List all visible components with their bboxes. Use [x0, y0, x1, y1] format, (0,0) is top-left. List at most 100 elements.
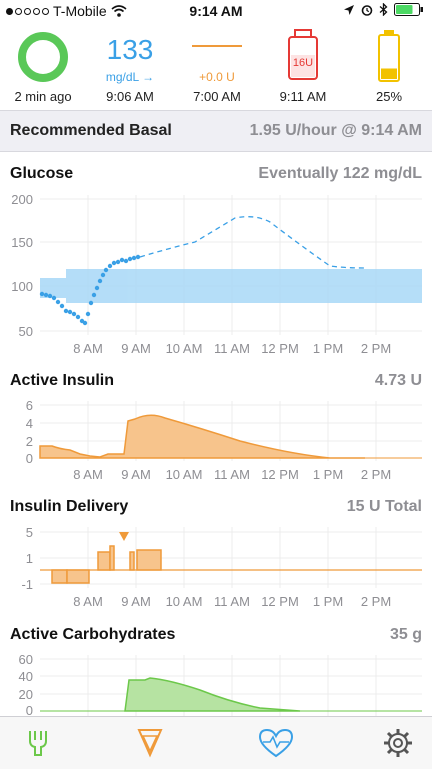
glucose-reading-point — [47, 293, 53, 299]
insulin-delivery-chart[interactable]: 5 1 -1 8 AM 9 AM 10 AM 11 AM 12 PM 1 PM … — [0, 522, 432, 612]
status-bar: T-Mobile 9:14 AM — [0, 0, 432, 22]
glucose-readings — [39, 254, 141, 326]
glucose-reading-point — [100, 272, 106, 278]
glucose-reading-point — [59, 303, 65, 309]
active-carbs-value: 35 g — [389, 626, 422, 643]
loop-last-run: 2 min ago — [14, 89, 72, 104]
glucose-eventual: Eventually 122 mg/dL — [258, 165, 422, 182]
battery-icon — [394, 3, 423, 16]
glucose-chart-title: Glucose — [10, 165, 74, 182]
tab-bar — [0, 716, 432, 769]
delivery-x-tick: 1 PM — [313, 594, 343, 609]
carrier-name: T-Mobile — [53, 3, 107, 19]
glucose-y-tick: 50 — [19, 324, 33, 339]
glucose-reading-point — [103, 267, 109, 273]
active-carbs-area — [124, 677, 301, 712]
glucose-prediction-line — [139, 216, 366, 269]
temp-basal-line-icon — [192, 45, 242, 47]
carrier-group: T-Mobile — [6, 3, 127, 19]
glucose-reading-point — [39, 291, 45, 297]
glucose-reading-point — [55, 299, 61, 305]
active-carbs-chart[interactable]: 60 40 20 0 — [0, 650, 432, 716]
pump-battery-icon — [378, 30, 400, 82]
carbs-y-tick: 60 — [19, 652, 33, 667]
glucose-reading-point — [111, 260, 117, 266]
glucose-reading-point — [67, 309, 73, 315]
glucose-reading-point — [51, 295, 57, 301]
glucose-current-value: 133 — [106, 34, 154, 65]
glucose-chart[interactable]: 200 150 100 50 8 AM 9 AM 10 AM 11 AM 12 … — [0, 190, 432, 360]
settings-gear-icon — [384, 729, 412, 757]
glucose-x-tick: 2 PM — [361, 341, 391, 356]
temp-basal-value: +0.0 U — [199, 70, 235, 84]
bolus-icon — [137, 729, 163, 758]
signal-strength-icon — [6, 7, 49, 15]
carbs-y-tick: 20 — [19, 687, 33, 702]
glucose-x-tick: 8 AM — [73, 341, 103, 356]
insulin-y-tick: 0 — [26, 451, 33, 466]
reservoir-hud[interactable]: 16U 9:11 AM — [260, 26, 346, 108]
glucose-y-tick: 200 — [11, 192, 33, 207]
glucose-x-tick: 11 AM — [214, 341, 250, 356]
glucose-reading-point — [75, 314, 81, 320]
recommended-basal-row[interactable]: Recommended Basal 1.95 U/hour @ 9:14 AM — [0, 110, 432, 152]
glucose-x-tick: 9 AM — [121, 341, 151, 356]
pump-battery-percent: 25% — [375, 89, 403, 104]
glucose-reading-point — [97, 278, 103, 284]
glucose-unit-trend: mg/dL → — [105, 70, 155, 84]
glucose-reading-time: 9:06 AM — [106, 89, 154, 104]
glucose-reading-point — [88, 300, 94, 306]
temp-basal-hud[interactable]: +0.0 U 7:00 AM — [174, 26, 260, 108]
glucose-reading-point — [131, 255, 137, 261]
active-carbs-title: Active Carbohydrates — [10, 626, 176, 643]
insulin-x-tick: 11 AM — [214, 467, 250, 482]
glucose-reading-point — [71, 311, 77, 317]
active-insulin-value: 4.73 U — [374, 372, 422, 389]
insulin-y-tick: 4 — [26, 416, 33, 431]
delivery-x-tick: 8 AM — [73, 594, 103, 609]
insulin-y-tick: 6 — [26, 398, 33, 413]
glucose-hud[interactable]: 133 mg/dL → 9:06 AM — [86, 26, 174, 108]
status-time: 9:14 AM — [189, 3, 243, 19]
tab-add-carbs[interactable] — [18, 725, 58, 761]
tab-settings[interactable] — [378, 725, 418, 761]
pump-battery-hud[interactable]: 25% — [346, 26, 432, 108]
loop-status[interactable]: 2 min ago — [0, 26, 86, 108]
glucose-reading-point — [94, 285, 100, 291]
tab-bolus[interactable] — [130, 725, 170, 761]
delivery-x-tick: 2 PM — [361, 594, 391, 609]
delivery-x-tick: 10 AM — [166, 594, 203, 609]
glucose-y-tick: 100 — [11, 279, 33, 294]
tab-health[interactable] — [256, 725, 296, 761]
active-insulin-chart[interactable]: 6 4 2 0 8 AM 9 AM 10 AM 11 AM 12 PM 1 PM… — [0, 396, 432, 486]
glucose-reading-point — [127, 256, 133, 262]
location-arrow-icon — [344, 4, 354, 15]
insulin-x-tick: 9 AM — [121, 467, 151, 482]
glucose-reading-point — [63, 308, 69, 314]
glucose-reading-point — [123, 258, 129, 264]
health-heart-icon — [258, 728, 294, 758]
glucose-reading-point — [91, 292, 97, 298]
glucose-x-tick: 12 PM — [261, 341, 299, 356]
reservoir-time: 9:11 AM — [279, 89, 327, 104]
recommended-basal-label: Recommended Basal — [10, 122, 172, 139]
status-icons — [343, 3, 424, 16]
insulin-delivery-title: Insulin Delivery — [10, 498, 129, 515]
carbs-y-tick: 40 — [19, 669, 33, 684]
glucose-y-tick: 150 — [11, 235, 33, 250]
active-insulin-title: Active Insulin — [10, 372, 115, 389]
alarm-icon — [361, 4, 373, 16]
bluetooth-icon — [379, 3, 388, 16]
carbs-fork-icon — [29, 731, 47, 756]
hud: 2 min ago 133 mg/dL → 9:06 AM +0.0 U 7:0… — [0, 26, 432, 108]
carbs-y-tick: 0 — [26, 703, 33, 716]
bolus-marker-icon — [119, 532, 129, 541]
delivery-x-tick: 11 AM — [214, 594, 250, 609]
glucose-reading-point — [85, 311, 91, 317]
insulin-x-tick: 1 PM — [313, 467, 343, 482]
glucose-reading-point — [135, 254, 141, 260]
insulin-delivery-total: 15 U Total — [346, 498, 422, 515]
delivery-x-tick: 12 PM — [261, 594, 299, 609]
glucose-reading-point — [107, 263, 113, 269]
loop-status-ring-icon — [18, 32, 68, 82]
